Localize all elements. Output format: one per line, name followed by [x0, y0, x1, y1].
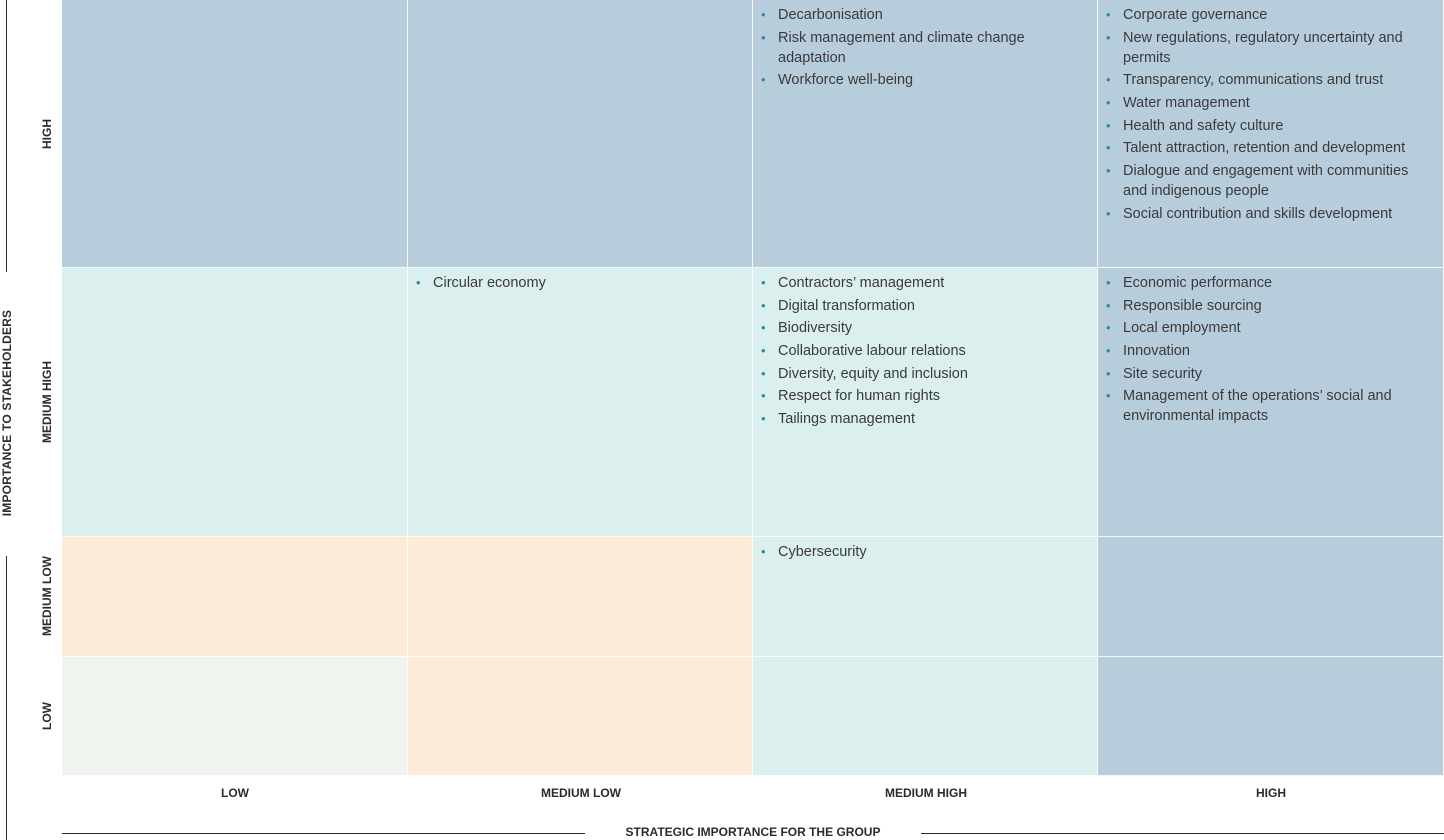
cell-low-medium-low [408, 657, 753, 776]
cell-high-low [62, 0, 408, 268]
column-label-medium-low: MEDIUM LOW [541, 786, 621, 800]
cell-medium-low-low [62, 537, 408, 657]
list-item: Tailings management [761, 409, 1089, 429]
cell-low-high [1098, 657, 1444, 776]
list-item: Decarbonisation [761, 5, 1089, 25]
list-item: New regulations, regulatory uncertainty … [1106, 28, 1435, 68]
materiality-matrix: Decarbonisation Risk management and clima… [62, 0, 1444, 776]
list-item: Diversity, equity and inclusion [761, 364, 1089, 384]
cell-medium-high-medium-high: Contractors’ management Digital transform… [753, 268, 1098, 537]
list-item: Biodiversity [761, 318, 1089, 338]
list-item: Economic performance [1106, 273, 1435, 293]
x-axis-title: STRATEGIC IMPORTANCE FOR THE GROUP [625, 825, 881, 839]
y-axis-title: IMPORTANCE TO STAKEHOLDERS [0, 309, 14, 517]
list-item: Transparency, communications and trust [1106, 70, 1435, 90]
list-item: Risk management and climate change adapt… [761, 28, 1089, 68]
list-item: Respect for human rights [761, 386, 1089, 406]
column-label-low: LOW [221, 786, 249, 800]
list-item: Site security [1106, 364, 1435, 384]
row-label-low: LOW [40, 702, 54, 730]
cell-low-low [62, 657, 408, 776]
cell-high-high: Corporate governance New regulations, reg… [1098, 0, 1444, 268]
list-item: Talent attraction, retention and develop… [1106, 138, 1435, 158]
list-item: Dialogue and engagement with communities… [1106, 161, 1435, 201]
list-item: Local employment [1106, 318, 1435, 338]
list-item: Water management [1106, 93, 1435, 113]
y-axis-line-upper [6, 0, 7, 272]
cell-medium-high-low [62, 268, 408, 537]
column-label-medium-high: MEDIUM HIGH [885, 786, 967, 800]
list-item: Circular economy [416, 273, 744, 293]
cell-medium-low-medium-high: Cybersecurity [753, 537, 1098, 657]
list-item: Corporate governance [1106, 5, 1435, 25]
list-item: Cybersecurity [761, 542, 1089, 562]
list-item: Digital transformation [761, 296, 1089, 316]
list-item: Responsible sourcing [1106, 296, 1435, 316]
row-label-high: HIGH [40, 119, 54, 149]
cell-medium-high-medium-low: Circular economy [408, 268, 753, 537]
x-axis-line-right [921, 833, 1444, 834]
y-axis-line-lower [6, 556, 7, 840]
list-item: Collaborative labour relations [761, 341, 1089, 361]
list-item: Workforce well-being [761, 70, 1089, 90]
column-label-high: HIGH [1256, 786, 1286, 800]
list-item: Innovation [1106, 341, 1435, 361]
list-item: Contractors’ management [761, 273, 1089, 293]
list-item: Social contribution and skills developme… [1106, 204, 1435, 224]
list-item: Health and safety culture [1106, 116, 1435, 136]
list-item: Management of the operations’ social and… [1106, 386, 1435, 426]
row-label-medium-high: MEDIUM HIGH [40, 361, 54, 443]
cell-high-medium-high: Decarbonisation Risk management and clima… [753, 0, 1098, 268]
cell-low-medium-high [753, 657, 1098, 776]
x-axis-line-left [62, 833, 585, 834]
cell-medium-high-high: Economic performance Responsible sourcing… [1098, 268, 1444, 537]
row-label-medium-low: MEDIUM LOW [40, 556, 54, 636]
cell-high-medium-low [408, 0, 753, 268]
cell-medium-low-high [1098, 537, 1444, 657]
cell-medium-low-medium-low [408, 537, 753, 657]
